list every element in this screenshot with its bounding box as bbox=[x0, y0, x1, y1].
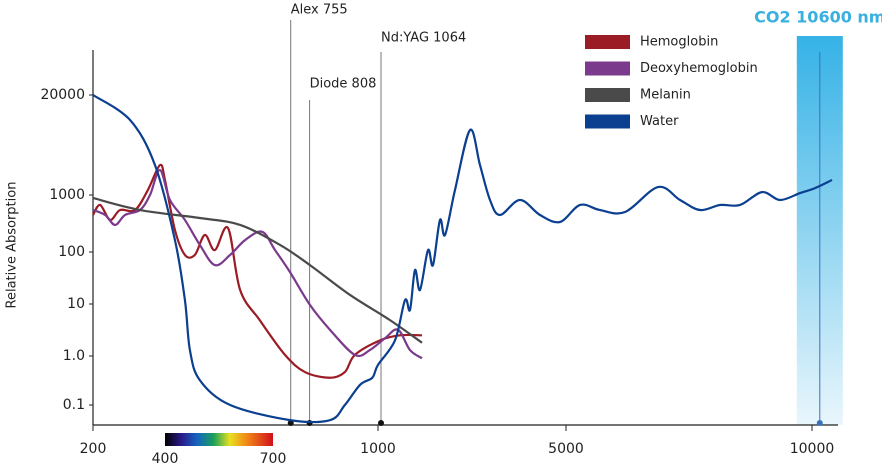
y-tick-label: 1.0 bbox=[63, 348, 85, 364]
curve bbox=[92, 163, 423, 379]
x-tick-label: 200 bbox=[80, 441, 107, 457]
spectrum-bar bbox=[165, 433, 273, 446]
legend-swatch bbox=[585, 35, 630, 49]
laser-label: Alex 755 bbox=[291, 3, 348, 18]
curve bbox=[92, 196, 423, 344]
spectrum-start: 400 bbox=[152, 451, 179, 467]
legend-label: Hemoglobin bbox=[640, 35, 718, 50]
laser-dot bbox=[816, 420, 823, 426]
laser-label: Diode 808 bbox=[310, 77, 377, 92]
y-tick-label: 100 bbox=[58, 244, 85, 260]
y-tick-label: 10 bbox=[67, 296, 85, 312]
legend-swatch bbox=[585, 61, 630, 76]
legend-label: Melanin bbox=[640, 88, 691, 103]
laser-label: Nd:YAG 1064 bbox=[381, 31, 466, 46]
y-tick-label: 0.1 bbox=[63, 397, 85, 413]
y-tick-label: 20000 bbox=[40, 87, 85, 103]
legend-swatch bbox=[585, 114, 630, 129]
x-tick-label: 10000 bbox=[790, 441, 835, 457]
legend-swatch bbox=[585, 88, 630, 102]
y-tick-label: 1000 bbox=[49, 187, 85, 203]
x-tick-label: 1000 bbox=[360, 441, 396, 457]
legend-label: Deoxyhemoglobin bbox=[640, 61, 758, 76]
legend-label: Water bbox=[640, 114, 679, 129]
x-tick-label: 5000 bbox=[548, 441, 584, 457]
co2-label: CO2 10600 nm bbox=[754, 8, 882, 27]
laser-dot bbox=[378, 420, 385, 426]
spectrum-end: 700 bbox=[260, 451, 287, 467]
curve bbox=[92, 94, 833, 424]
y-axis-label: Relative Absorption bbox=[5, 182, 20, 309]
